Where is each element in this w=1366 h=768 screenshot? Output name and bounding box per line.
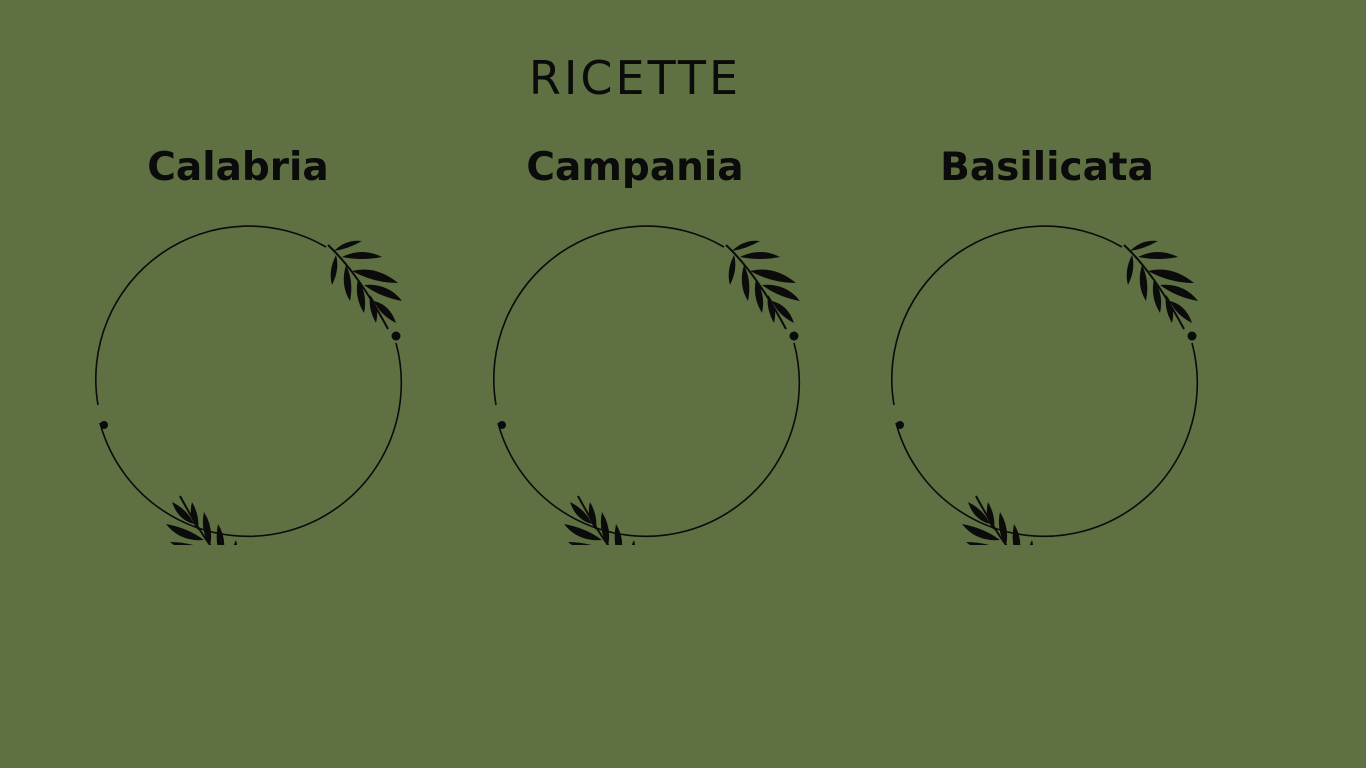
region-card-basilicata[interactable]: Basilicata [886, 140, 1206, 550]
region-name: Campania [526, 145, 744, 190]
region-card-campania[interactable]: Campania [488, 140, 808, 550]
olive-wreath-icon [886, 225, 1206, 545]
olive-wreath-icon [90, 225, 410, 545]
page-title: RICETTE [528, 51, 742, 105]
olive-wreath-icon [488, 225, 808, 545]
region-name: Calabria [147, 145, 329, 190]
region-name: Basilicata [940, 145, 1154, 190]
region-card-calabria[interactable]: Calabria [90, 140, 410, 550]
